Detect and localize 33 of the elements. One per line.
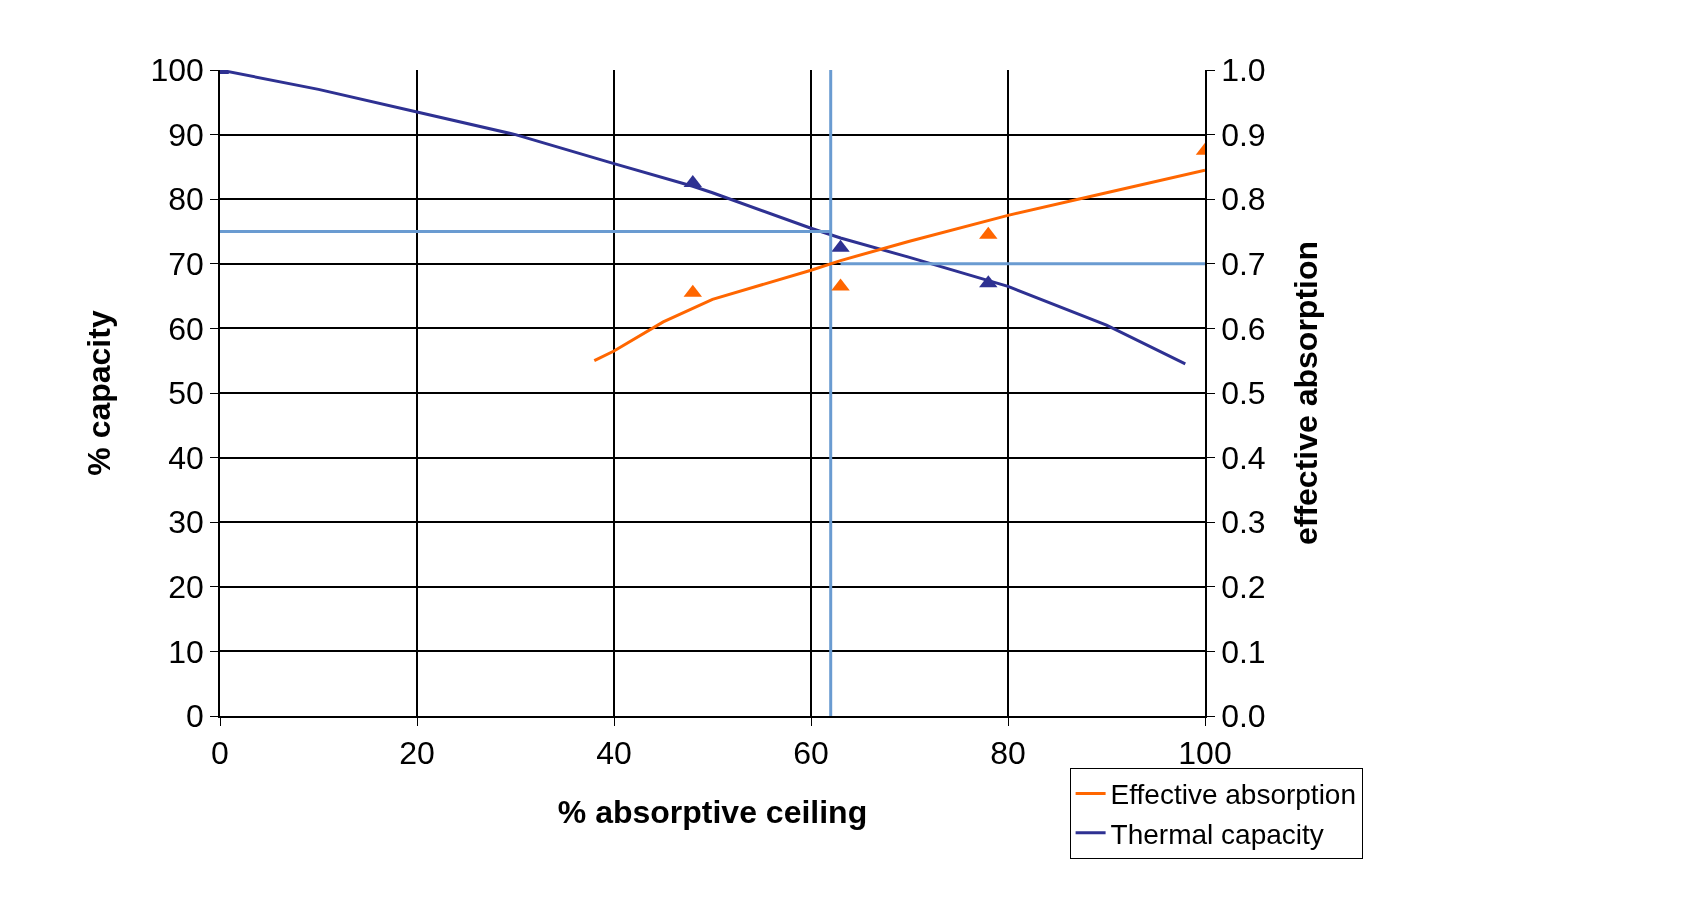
y-tick-label: 30 bbox=[168, 504, 204, 541]
y-axis-title: % capacity bbox=[81, 310, 118, 476]
x-axis-title: % absorptive ceiling bbox=[557, 793, 868, 830]
y-tick-label: 20 bbox=[168, 569, 204, 605]
x-tick-label: 60 bbox=[793, 735, 829, 772]
y2-axis-title: effective absorption bbox=[1288, 240, 1325, 546]
y2-tick-label: 0.8 bbox=[1221, 181, 1266, 218]
y2-tick-label: 0.2 bbox=[1221, 569, 1266, 605]
y2-tick-label: 0.3 bbox=[1221, 504, 1266, 541]
x-tick-label: 0 bbox=[211, 735, 229, 772]
y2-tick-label: 0.4 bbox=[1221, 439, 1266, 476]
y2-tick-label: 0.6 bbox=[1221, 310, 1266, 347]
y-tick-label: 70 bbox=[168, 246, 204, 282]
y-tick-label: 50 bbox=[168, 375, 204, 412]
y2-tick-label: 0.0 bbox=[1221, 698, 1266, 735]
y2-tick-label: 1.0 bbox=[1221, 52, 1266, 89]
y-tick-label: 10 bbox=[168, 633, 204, 670]
y2-tick-label: 0.5 bbox=[1221, 375, 1266, 412]
y-tick-label: 40 bbox=[168, 439, 204, 476]
legend-label: Effective absorption bbox=[1110, 779, 1357, 811]
y-tick-label: 90 bbox=[168, 116, 204, 153]
y-tick-label: 60 bbox=[168, 310, 204, 347]
y2-tick-label: 0.7 bbox=[1221, 246, 1266, 282]
x-tick-label: 40 bbox=[596, 735, 632, 772]
x-tick-label: 80 bbox=[990, 735, 1026, 772]
y-tick-label: 0 bbox=[186, 698, 204, 735]
y-tick-label: 80 bbox=[168, 181, 204, 218]
y-tick-label: 100 bbox=[150, 52, 204, 89]
legend-label: Thermal capacity bbox=[1110, 818, 1324, 850]
y2-tick-label: 0.9 bbox=[1221, 116, 1266, 153]
x-tick-label: 100 bbox=[1178, 735, 1232, 772]
y2-tick-label: 0.1 bbox=[1221, 633, 1266, 670]
x-tick-label: 20 bbox=[399, 735, 435, 772]
